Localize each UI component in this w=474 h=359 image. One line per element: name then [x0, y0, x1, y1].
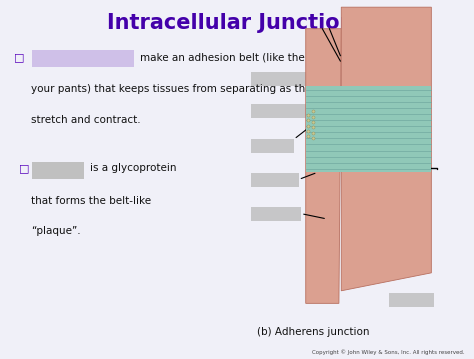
FancyBboxPatch shape	[251, 207, 301, 221]
Text: □: □	[19, 163, 29, 173]
Text: that forms the belt-like: that forms the belt-like	[31, 196, 151, 206]
Text: Intracellular Junctions: Intracellular Junctions	[107, 13, 367, 33]
FancyBboxPatch shape	[32, 162, 84, 179]
FancyBboxPatch shape	[32, 50, 134, 67]
FancyBboxPatch shape	[251, 104, 306, 118]
Polygon shape	[341, 7, 431, 291]
Text: “plaque”.: “plaque”.	[31, 226, 81, 236]
Text: stretch and contract.: stretch and contract.	[31, 115, 140, 125]
Text: Copyright © John Wiley & Sons, Inc. All rights reserved.: Copyright © John Wiley & Sons, Inc. All …	[312, 350, 465, 355]
FancyBboxPatch shape	[251, 173, 299, 187]
FancyBboxPatch shape	[251, 72, 306, 86]
Polygon shape	[306, 86, 431, 172]
Text: is a glycoprotein: is a glycoprotein	[90, 163, 176, 173]
Text: your pants) that keeps tissues from separating as they: your pants) that keeps tissues from sepa…	[31, 84, 318, 94]
Polygon shape	[306, 29, 341, 303]
FancyBboxPatch shape	[251, 139, 294, 153]
Text: (b) Adherens junction: (b) Adherens junction	[256, 327, 369, 337]
Text: make an adhesion belt (like the belt on: make an adhesion belt (like the belt on	[140, 52, 344, 62]
FancyBboxPatch shape	[389, 293, 434, 307]
Text: □: □	[14, 52, 24, 62]
